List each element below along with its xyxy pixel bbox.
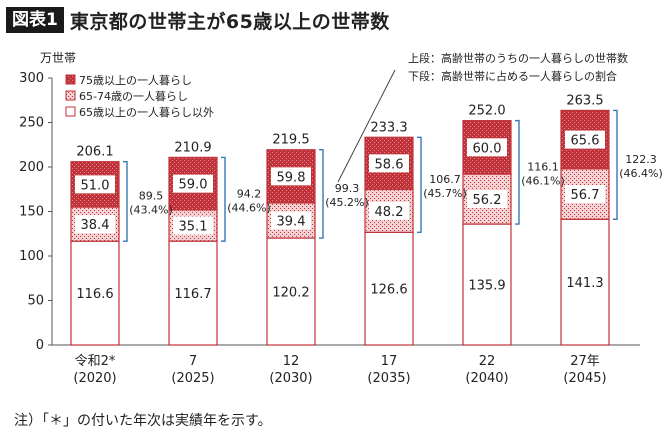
legend-swatch — [65, 74, 76, 85]
title-bar: 図表1 東京都の世帯主が65歳以上の世帯数 — [6, 6, 390, 34]
bar-layer — [70, 109, 610, 346]
bar-segment-other — [70, 240, 120, 346]
data-label-65-74: 56.7 — [571, 188, 600, 203]
stacked-bar-chart: 万世帯 0 50 100 150 200 250 300 116.6 38.4 51.0 206.1… — [19, 47, 663, 386]
y-tick-label: 300 — [19, 71, 44, 86]
data-label-other: 135.9 — [468, 279, 505, 294]
x-tick-label: 22 — [479, 354, 496, 369]
legend-note-line2: 下段：高齢世帯に占める一人暮らしの割合 — [408, 69, 617, 83]
data-label-box — [173, 216, 213, 235]
data-label-65-74: 35.1 — [179, 220, 208, 235]
data-label-box — [565, 130, 605, 149]
y-tick-label: 100 — [19, 249, 44, 264]
y-tick-label: 250 — [19, 116, 44, 131]
y-tick-label: 200 — [19, 160, 44, 175]
data-label-other: 126.6 — [370, 283, 407, 298]
data-label-box — [467, 138, 507, 157]
single-bracket — [123, 160, 128, 242]
data-label-other: 120.2 — [272, 286, 309, 301]
single-households-label: 106.7 — [429, 173, 461, 186]
data-label-total: 263.5 — [566, 93, 603, 108]
data-label-total: 210.9 — [174, 140, 211, 155]
data-label-75-over: 59.0 — [179, 178, 208, 193]
legend-swatch — [65, 90, 76, 101]
legend-note-pointer — [337, 69, 396, 183]
data-label-box — [271, 211, 311, 230]
bar-segment-other — [560, 218, 610, 346]
data-label-75-over: 59.8 — [277, 170, 306, 185]
data-label-65-74: 39.4 — [277, 214, 306, 229]
x-tick-label: 12 — [283, 354, 300, 369]
x-tick-sublabel: (2040) — [465, 371, 508, 386]
legend-label: 65-74歳の一人暮らし — [79, 89, 188, 103]
data-label-total: 252.0 — [468, 104, 505, 119]
figure-title: 東京都の世帯主が65歳以上の世帯数 — [69, 10, 390, 33]
single-households-label: 116.1 — [527, 160, 559, 173]
x-tick-label: 令和2* — [75, 354, 116, 369]
x-tick-label: 7 — [189, 354, 197, 369]
data-label-box — [173, 174, 213, 193]
legend-note-line1: 上段：高齢世帯のうちの一人暮らしの世帯数 — [408, 51, 628, 65]
label-layer: 116.6 38.4 51.0 206.1 89.5(43.4%) 令和2* (2020) 1… — [73, 93, 662, 386]
legend-label: 75歳以上の一人暮らし — [79, 73, 192, 87]
data-label-box — [369, 154, 409, 173]
bar-segment-other — [168, 240, 218, 346]
y-tick-label: 50 — [27, 294, 44, 309]
data-label-75-over: 51.0 — [81, 178, 110, 193]
single-bracket — [515, 119, 520, 225]
x-tick-label: 27年 — [570, 354, 600, 369]
data-label-75-over: 58.6 — [375, 157, 404, 172]
data-label-65-74: 48.2 — [375, 205, 404, 220]
single-households-label: 122.3 — [625, 153, 657, 166]
data-label-75-over: 65.6 — [571, 134, 600, 149]
x-tick-sublabel: (2020) — [73, 371, 116, 386]
data-label-box — [271, 167, 311, 186]
single-bracket — [417, 136, 422, 234]
data-label-other: 141.3 — [566, 276, 603, 291]
data-label-box — [75, 175, 115, 194]
single-share-label: (46.4%) — [619, 167, 663, 180]
x-tick-sublabel: (2030) — [269, 371, 312, 386]
data-label-box — [565, 185, 605, 204]
footnote: 注）「＊」の付いた年次は実績年を示す。 — [14, 413, 272, 429]
x-tick-sublabel: (2045) — [563, 371, 606, 386]
legend: 75歳以上の一人暮らし 65-74歳の一人暮らし 65歳以上の一人暮らし以外 — [65, 73, 214, 119]
data-label-box — [369, 201, 409, 220]
x-tick-label: 17 — [381, 354, 398, 369]
bar-segment-other — [462, 223, 512, 346]
data-label-box — [75, 215, 115, 234]
y-unit-label: 万世帯 — [40, 51, 76, 65]
single-households-label: 99.3 — [335, 182, 360, 195]
single-bracket — [613, 109, 618, 220]
single-bracket — [319, 149, 324, 239]
single-share-label: (45.7%) — [423, 187, 467, 200]
data-label-65-74: 56.2 — [473, 193, 502, 208]
legend-swatch — [65, 106, 76, 117]
single-share-label: (46.1%) — [521, 174, 565, 187]
data-label-other: 116.6 — [76, 287, 113, 302]
data-label-total: 233.3 — [370, 120, 407, 135]
single-households-label: 89.5 — [139, 189, 164, 202]
data-label-65-74: 38.4 — [81, 218, 110, 233]
legend-label: 65歳以上の一人暮らし以外 — [79, 105, 214, 119]
y-tick-label: 150 — [19, 205, 44, 220]
axis-layer: 万世帯 0 50 100 150 200 250 300 — [19, 51, 640, 353]
bar-segment-other — [266, 237, 316, 346]
x-tick-sublabel: (2025) — [171, 371, 214, 386]
single-share-label: (45.2%) — [325, 196, 369, 209]
figure-badge: 図表1 — [6, 7, 64, 33]
data-label-other: 116.7 — [174, 287, 211, 302]
data-label-total: 219.5 — [272, 133, 309, 148]
single-share-label: (44.6%) — [227, 201, 271, 214]
y-tick-label: 0 — [36, 338, 44, 353]
single-share-label: (43.4%) — [129, 203, 173, 216]
data-label-75-over: 60.0 — [473, 141, 502, 156]
single-households-label: 94.2 — [237, 187, 262, 200]
legend-note-box — [404, 47, 632, 87]
single-bracket — [221, 156, 226, 242]
x-tick-sublabel: (2035) — [367, 371, 410, 386]
data-label-box — [467, 190, 507, 209]
data-label-total: 206.1 — [76, 145, 113, 160]
